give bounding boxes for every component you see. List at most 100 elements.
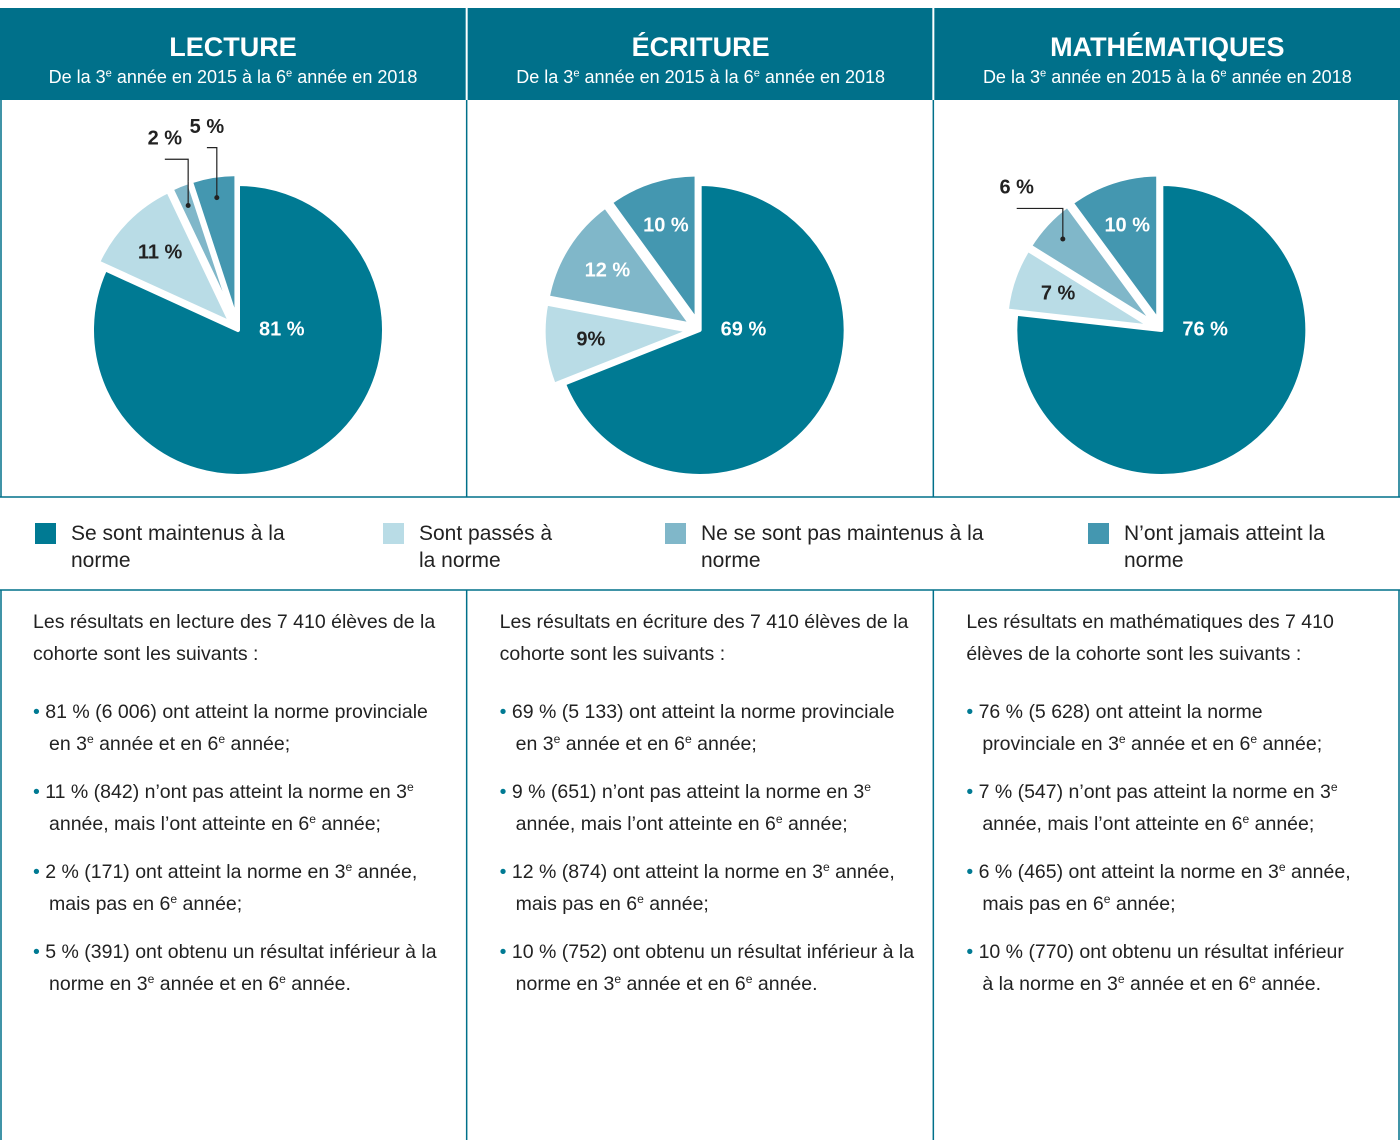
text: De la 3 bbox=[516, 67, 574, 87]
text: année. bbox=[752, 973, 818, 995]
data-label: 12 % bbox=[585, 260, 631, 282]
superscript: e bbox=[637, 891, 644, 906]
superscript: e bbox=[1039, 67, 1047, 80]
pie-slice bbox=[1004, 247, 1154, 329]
pie-slice bbox=[561, 182, 848, 478]
chart-subtitle: De la 3e année en 2015 à la 6e année en … bbox=[934, 67, 1400, 88]
legend-item: Se sont maintenus à la norme bbox=[35, 520, 286, 574]
leader-line bbox=[1016, 207, 1064, 240]
chart-title: MATHÉMATIQUES bbox=[1050, 32, 1285, 62]
leader-line bbox=[206, 146, 218, 198]
data-label: 81 % bbox=[259, 318, 305, 340]
text: année et en 6 bbox=[93, 733, 219, 755]
legend-label: N’ont jamais atteint la norme bbox=[1124, 522, 1325, 572]
summary: Les résultats en lecture des 7 410 élève… bbox=[33, 606, 443, 1016]
summary-bullet: 69 % (5 133) ont atteint la norme provin… bbox=[500, 696, 915, 760]
text: année; bbox=[1110, 893, 1176, 915]
text: année; bbox=[177, 893, 243, 915]
text: année; bbox=[782, 813, 848, 835]
chart-subtitle: De la 3e année en 2015 à la 6e année en … bbox=[0, 67, 466, 88]
summary-intro: Les résultats en lecture des 7 410 élève… bbox=[33, 611, 436, 665]
superscript: e bbox=[279, 971, 286, 986]
pie-slice bbox=[96, 189, 233, 325]
legend-item: Ne se sont pas maintenus à la norme bbox=[665, 520, 1001, 574]
pie-slice bbox=[1013, 182, 1310, 478]
summary: Les résultats en écriture des 7 410 élèv… bbox=[500, 606, 915, 1016]
text: année en 2018 bbox=[292, 67, 418, 87]
superscript: e bbox=[753, 67, 760, 80]
text: année et en 6 bbox=[621, 973, 746, 995]
legend-swatch bbox=[1088, 523, 1109, 544]
summary-bullet: 6 % (465) ont atteint la norme en 3e ann… bbox=[966, 856, 1351, 920]
summary-bullet: 5 % (391) ont obtenu un résultat inférie… bbox=[33, 936, 443, 1000]
text: année en 2018 bbox=[759, 67, 886, 87]
superscript: e bbox=[86, 731, 94, 746]
superscript: e bbox=[406, 779, 414, 794]
data-label: 7 % bbox=[1041, 283, 1076, 305]
text: année; bbox=[1249, 813, 1315, 835]
text: 7 % (547) n’ont pas atteint la norme en … bbox=[978, 781, 1331, 803]
text: année; bbox=[315, 813, 381, 835]
header-band bbox=[0, 8, 1400, 100]
superscript: e bbox=[309, 811, 316, 826]
data-label: 5 % bbox=[190, 116, 225, 138]
chart-header: ÉCRITURE De la 3e année en 2015 à la 6e a… bbox=[468, 8, 934, 100]
text: 69 % (5 133) ont atteint la norme provin… bbox=[511, 701, 895, 755]
text: année, mais l’ont atteinte en 6 bbox=[49, 813, 310, 835]
data-label: 69 % bbox=[721, 318, 767, 340]
data-label: 76 % bbox=[1182, 318, 1228, 340]
superscript: e bbox=[553, 731, 561, 746]
superscript: e bbox=[1250, 731, 1258, 746]
superscript: e bbox=[1118, 731, 1126, 746]
summary-bullet: 2 % (171) ont atteint la norme en 3e ann… bbox=[33, 856, 443, 920]
superscript: e bbox=[573, 67, 580, 80]
text: année et en 6 bbox=[560, 733, 686, 755]
legend-label: Sont passés à la norme bbox=[419, 522, 553, 572]
text: 81 % (6 006) ont atteint la norme provin… bbox=[45, 701, 428, 755]
pie-slice bbox=[188, 172, 239, 323]
text: année. bbox=[1255, 973, 1322, 995]
superscript: e bbox=[775, 811, 783, 826]
summary-bullet: 9 % (651) n’ont pas atteint la norme en … bbox=[500, 776, 915, 840]
superscript: e bbox=[105, 67, 112, 80]
text: année, mais pas en 6 bbox=[515, 861, 895, 915]
superscript: e bbox=[218, 731, 226, 746]
pie-slice bbox=[608, 172, 699, 323]
chart-title: LECTURE bbox=[169, 32, 297, 62]
text: 10 % (770) ont obtenu un résultat inféri… bbox=[978, 941, 1344, 995]
superscript: e bbox=[345, 859, 353, 874]
superscript: e bbox=[1117, 971, 1125, 986]
text: 76 % (5 628) ont atteint la norme provin… bbox=[978, 701, 1263, 755]
legend-label: Se sont maintenus à la norme bbox=[71, 522, 285, 572]
legend-swatch bbox=[35, 523, 56, 544]
chart-title: ÉCRITURE bbox=[631, 32, 770, 62]
text: 11 % (842) n’ont pas atteint la norme en… bbox=[45, 781, 407, 803]
summary-intro: Les résultats en écriture des 7 410 élèv… bbox=[499, 611, 909, 665]
text: année en 2018 bbox=[1226, 67, 1352, 87]
data-label: 9% bbox=[576, 329, 605, 351]
data-label: 11 % bbox=[138, 242, 183, 264]
legend-swatch bbox=[383, 523, 404, 544]
text: 9 % (651) n’ont pas atteint la norme en … bbox=[511, 781, 865, 803]
legend-item: Sont passés à la norme bbox=[383, 520, 569, 574]
superscript: e bbox=[614, 971, 622, 986]
pie-slice bbox=[541, 301, 692, 387]
legend-item: N’ont jamais atteint la norme bbox=[1088, 520, 1354, 574]
data-label: 2 % bbox=[148, 128, 183, 150]
text: année, mais l’ont atteinte en 6 bbox=[515, 813, 776, 835]
text: année en 2015 à la 6 bbox=[1046, 67, 1221, 87]
text: année et en 6 bbox=[1125, 733, 1251, 755]
summary-bullet: 10 % (752) ont obtenu un résultat inféri… bbox=[500, 936, 915, 1000]
superscript: e bbox=[147, 971, 155, 986]
text: année en 2015 à la 6 bbox=[111, 67, 287, 87]
text: année et en 6 bbox=[154, 973, 280, 995]
text: année en 2015 à la 6 bbox=[579, 67, 754, 87]
summary-bullet: 10 % (770) ont obtenu un résultat inféri… bbox=[966, 936, 1351, 1000]
text: De la 3 bbox=[48, 67, 106, 87]
legend-label: Ne se sont pas maintenus à la norme bbox=[701, 522, 984, 572]
text: année; bbox=[225, 733, 291, 755]
pie-slice bbox=[1027, 203, 1156, 326]
text: année; bbox=[1257, 733, 1323, 755]
text: année, mais pas en 6 bbox=[982, 861, 1351, 915]
